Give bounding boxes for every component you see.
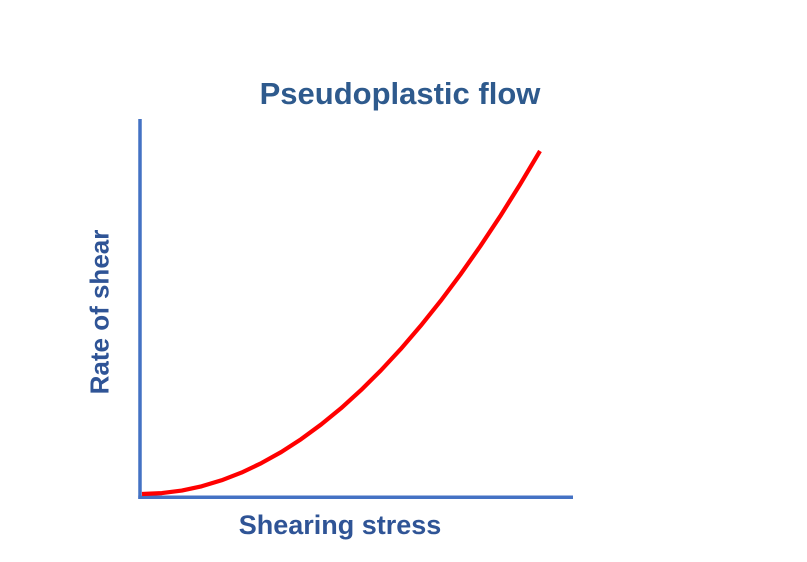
chart-title: Pseudoplastic flow (259, 76, 541, 111)
x-axis-label: Shearing stress (238, 510, 442, 540)
pseudoplastic-curve (141, 149, 542, 497)
y-axis-label: Rate of shear (84, 229, 115, 395)
